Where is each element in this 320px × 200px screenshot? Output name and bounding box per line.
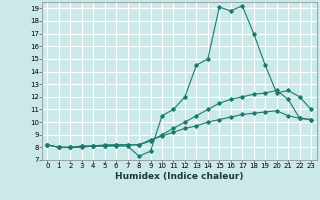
X-axis label: Humidex (Indice chaleur): Humidex (Indice chaleur) [115,172,244,181]
